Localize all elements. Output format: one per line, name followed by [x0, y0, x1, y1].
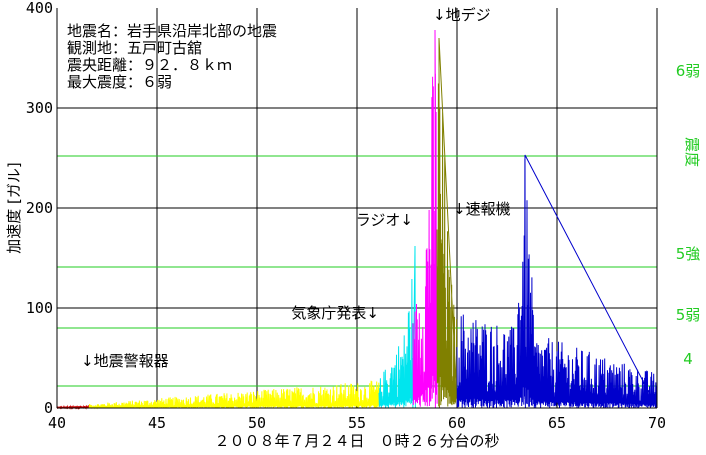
annotation-2: ラジオ↓: [356, 211, 413, 229]
series-3: [412, 29, 438, 409]
intensity-label-2: 5弱: [676, 306, 701, 324]
x-tick-label-3: 55: [348, 414, 366, 432]
series-1: [88, 380, 380, 410]
y-tick-label-2: 200: [26, 199, 53, 217]
info-line-1: 地震名：岩手県沿岸北部の地震: [67, 22, 277, 40]
x-tick-label-5: 65: [548, 414, 566, 432]
y-tick-label-3: 300: [26, 99, 53, 117]
annotation-1: 気象庁発表↓: [291, 304, 379, 322]
info-line-3: 震央距離：９２．８ｋｍ: [67, 56, 232, 74]
x-tick-label-0: 40: [48, 414, 66, 432]
y-tick-label-1: 100: [26, 299, 53, 317]
intensity-label-3: 4: [683, 350, 693, 368]
info-line-2: 観測地：五戸町古舘: [67, 39, 202, 57]
x-tick-label-2: 50: [248, 414, 266, 432]
intensity-label-0: 6弱: [676, 62, 701, 80]
tick-labels: 40 45 50 55 60 65 70 0 100 200 300 400: [26, 0, 666, 432]
intensity-label-1: 5強: [676, 245, 701, 263]
x-tick-label-4: 60: [448, 414, 466, 432]
y-axis-label: 加速度 [ガル]: [5, 162, 23, 253]
x-tick-label-1: 45: [148, 414, 166, 432]
annotation-3: ↓速報機: [453, 200, 511, 218]
series-5: [456, 154, 658, 409]
annotation-4: ↓地デジ: [433, 6, 491, 24]
y-tick-label-0: 0: [44, 399, 53, 417]
grid: [57, 8, 657, 408]
series-layer: [56, 29, 658, 410]
info-line-4: 最大震度：６弱: [67, 73, 172, 91]
series-2: [378, 245, 416, 409]
y-tick-label-4: 400: [26, 0, 53, 17]
x-axis-label: ２００８年７月２４日 ０時２６分台の秒: [214, 432, 499, 450]
intensity-labels: 6弱 5強 5弱 4: [676, 62, 701, 368]
right-axis-label: 震度: [683, 137, 701, 167]
series-4: [436, 37, 458, 409]
x-tick-label-6: 70: [648, 414, 666, 432]
annotations: ↓地震警報器 気象庁発表↓ ラジオ↓ ↓速報機 ↓地デジ: [81, 6, 511, 370]
annotation-0: ↓地震警報器: [81, 352, 169, 370]
